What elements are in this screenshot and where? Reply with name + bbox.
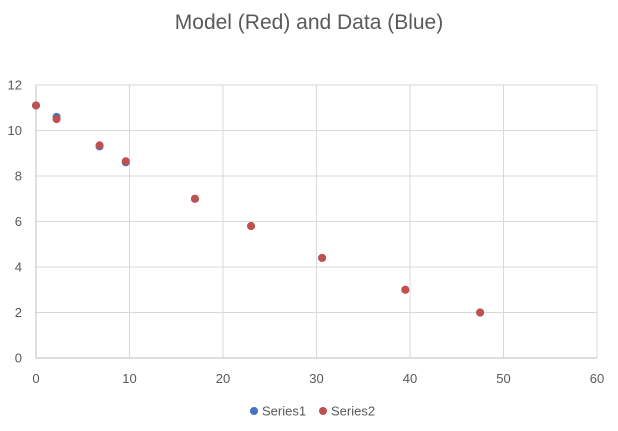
series2-point-1 bbox=[52, 115, 61, 124]
x-tick-label: 50 bbox=[496, 371, 510, 386]
series2-point-4 bbox=[190, 194, 199, 203]
tick-labels: 0 2 4 6 8 10 12 0 10 20 30 40 50 60 bbox=[8, 78, 605, 387]
y-tick-label: 12 bbox=[8, 78, 22, 93]
y-tick-label: 0 bbox=[15, 351, 22, 366]
x-tick-label: 40 bbox=[403, 371, 417, 386]
y-tick-label: 4 bbox=[15, 260, 22, 275]
y-tick-label: 8 bbox=[15, 169, 22, 184]
series2-point-2 bbox=[95, 141, 104, 150]
chart-title: Model (Red) and Data (Blue) bbox=[175, 11, 443, 34]
x-tick-label: 30 bbox=[309, 371, 323, 386]
series2-point-8 bbox=[476, 308, 485, 317]
x-tick-label: 60 bbox=[590, 371, 604, 386]
y-tick-label: 10 bbox=[8, 123, 22, 138]
series2-point-6 bbox=[318, 253, 327, 262]
x-tick-label: 20 bbox=[216, 371, 230, 386]
legend-label-series2: Series2 bbox=[331, 404, 375, 419]
x-tick-label: 10 bbox=[122, 371, 136, 386]
legend-marker-series1 bbox=[250, 407, 258, 415]
series2-point-3 bbox=[121, 157, 130, 166]
axes bbox=[35, 85, 597, 359]
series2-point-0 bbox=[32, 101, 40, 110]
x-tick-label: 0 bbox=[32, 371, 39, 386]
series2-point-5 bbox=[247, 222, 256, 231]
y-tick-label: 6 bbox=[15, 214, 22, 229]
data-points bbox=[32, 101, 485, 317]
legend-marker-series2 bbox=[319, 407, 327, 415]
legend: Series1 Series2 bbox=[250, 404, 375, 419]
gridlines bbox=[36, 84, 598, 358]
y-tick-label: 2 bbox=[15, 305, 22, 320]
series2-point-7 bbox=[401, 285, 410, 294]
legend-label-series1: Series1 bbox=[262, 404, 306, 419]
